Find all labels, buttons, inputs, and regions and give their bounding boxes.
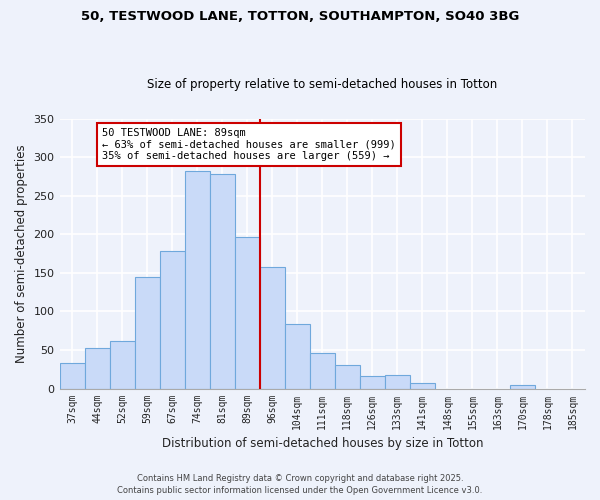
Text: 50 TESTWOOD LANE: 89sqm
← 63% of semi-detached houses are smaller (999)
35% of s: 50 TESTWOOD LANE: 89sqm ← 63% of semi-de… bbox=[102, 128, 396, 161]
Bar bbox=[410, 383, 435, 388]
Bar bbox=[310, 353, 335, 388]
Bar bbox=[285, 324, 310, 388]
Text: 50, TESTWOOD LANE, TOTTON, SOUTHAMPTON, SO40 3BG: 50, TESTWOOD LANE, TOTTON, SOUTHAMPTON, … bbox=[81, 10, 519, 23]
Bar bbox=[385, 374, 410, 388]
Bar bbox=[209, 174, 235, 388]
Y-axis label: Number of semi-detached properties: Number of semi-detached properties bbox=[15, 144, 28, 363]
Bar bbox=[185, 171, 209, 388]
Bar bbox=[160, 251, 185, 388]
Bar bbox=[260, 266, 285, 388]
Bar bbox=[85, 348, 110, 389]
Title: Size of property relative to semi-detached houses in Totton: Size of property relative to semi-detach… bbox=[147, 78, 497, 91]
Bar bbox=[134, 276, 160, 388]
Text: Contains HM Land Registry data © Crown copyright and database right 2025.
Contai: Contains HM Land Registry data © Crown c… bbox=[118, 474, 482, 495]
Bar bbox=[235, 238, 260, 388]
Bar bbox=[59, 363, 85, 388]
X-axis label: Distribution of semi-detached houses by size in Totton: Distribution of semi-detached houses by … bbox=[161, 437, 483, 450]
Bar bbox=[510, 384, 535, 388]
Bar bbox=[360, 376, 385, 388]
Bar bbox=[110, 340, 134, 388]
Bar bbox=[335, 364, 360, 388]
